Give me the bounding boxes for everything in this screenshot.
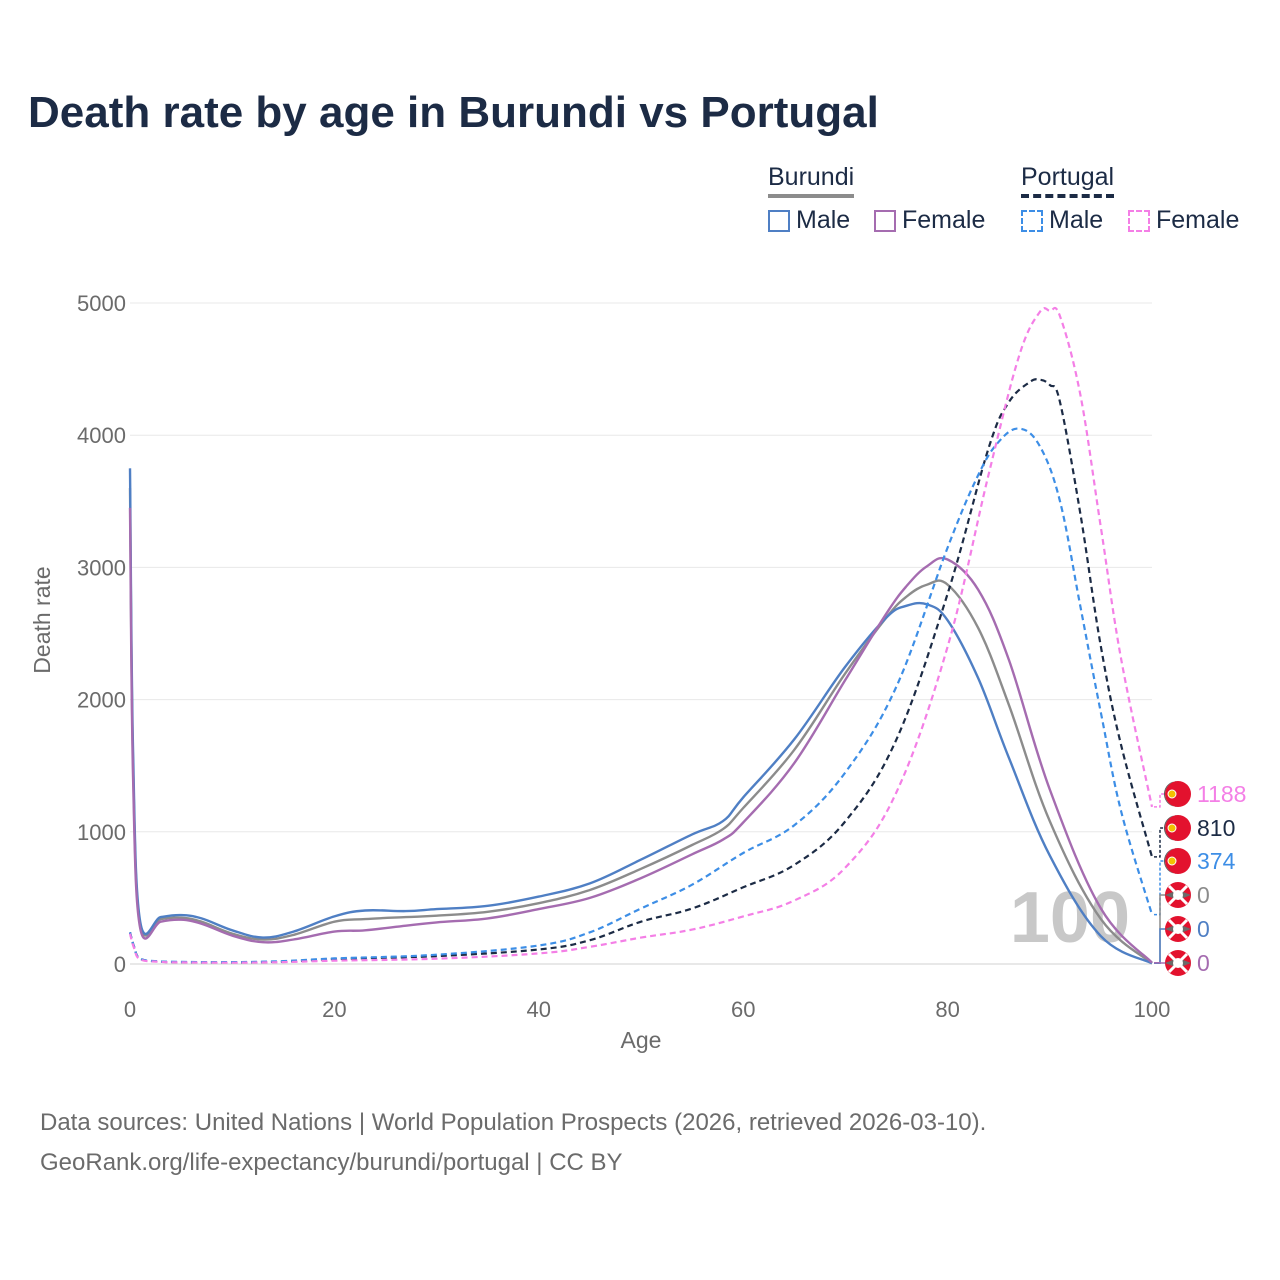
end-label-value: 0: [1197, 882, 1210, 908]
y-tick-label: 2000: [77, 688, 126, 713]
end-labels: 1188 810 374 0 0 0: [1154, 781, 1246, 976]
end-label-value: 1188: [1197, 781, 1246, 807]
end-label-value: 374: [1197, 848, 1236, 874]
end-label-value: 0: [1197, 950, 1210, 976]
series-line-burundi-male: [128, 468, 1153, 965]
legend-label: Female: [1156, 206, 1240, 234]
x-tick-label: 100: [1134, 997, 1171, 1022]
series-line-portugal-female: [128, 306, 1154, 964]
y-tick-label: 5000: [77, 291, 126, 316]
legend-swatch: [1021, 209, 1043, 232]
end-label-connector: [1154, 928, 1166, 965]
flag-emblem: [1167, 856, 1177, 866]
flag-disc: [1173, 958, 1183, 968]
legend-label: Male: [1049, 206, 1104, 234]
y-tick-label: 1000: [77, 820, 126, 845]
x-tick-label: 0: [124, 997, 136, 1022]
footer-source: Data sources: United Nations | World Pop…: [40, 1109, 987, 1136]
footer-link[interactable]: GeoRank.org/life-expectancy/burundi/port…: [40, 1149, 623, 1176]
legend-item-portugal-male[interactable]: Male: [1021, 206, 1103, 235]
y-tick-label: 3000: [77, 555, 126, 580]
flag-disc: [1173, 924, 1183, 934]
legend-swatch: [768, 209, 790, 232]
legend-group-burundi[interactable]: Burundi: [768, 163, 855, 198]
x-tick-label: 20: [322, 997, 346, 1022]
burundi-flag-icon: [1165, 950, 1191, 976]
flag-red-field: [1165, 848, 1191, 874]
series-line-burundi-female: [128, 507, 1153, 964]
series-line-portugal-total: [128, 378, 1154, 964]
legend-group-label: Burundi: [768, 163, 855, 191]
series-group: [128, 306, 1154, 965]
legend-item-burundi-male[interactable]: Male: [768, 206, 850, 235]
legend-label: Female: [902, 206, 986, 234]
y-tick-label: 0: [114, 952, 126, 977]
burundi-flag-icon: [1165, 916, 1191, 942]
series-line-portugal-male: [128, 427, 1154, 964]
legend-swatch: [874, 209, 896, 232]
portugal-flag-icon: [1164, 815, 1191, 841]
legend-item-burundi-female[interactable]: Female: [874, 206, 985, 235]
flag-disc: [1173, 890, 1183, 900]
end-label-connector: [1154, 860, 1166, 916]
flag-emblem: [1167, 789, 1177, 799]
legend-group-portugal[interactable]: Portugal: [1021, 163, 1115, 198]
y-axis-label: Death rate: [29, 566, 55, 673]
x-axis-label: Age: [621, 1027, 662, 1053]
flag-red-field: [1165, 781, 1191, 807]
y-tick-label: 4000: [77, 423, 126, 448]
legend-group-label: Portugal: [1021, 163, 1115, 191]
end-label-value: 810: [1197, 815, 1235, 841]
grid: [130, 302, 1152, 965]
flag-red-field: [1165, 815, 1191, 841]
portugal-flag-icon: [1164, 848, 1191, 874]
legend-item-portugal-female[interactable]: Female: [1128, 206, 1239, 235]
end-label-value: 0: [1197, 916, 1210, 942]
y-axis: 0 1000 2000 3000 4000 5000: [77, 291, 126, 977]
flag-emblem: [1167, 823, 1177, 833]
legend-swatch: [1128, 209, 1150, 232]
x-tick-label: 40: [527, 997, 551, 1022]
portugal-flag-icon: [1164, 781, 1191, 807]
burundi-flag-icon: [1165, 882, 1191, 908]
series-line-burundi-total: [128, 488, 1153, 965]
x-axis: 0 20 40 60 80 100: [124, 997, 1170, 1022]
x-tick-label: 80: [935, 997, 959, 1022]
end-label-connector: [1154, 793, 1166, 808]
x-tick-label: 60: [731, 997, 755, 1022]
end-label-connector: [1154, 827, 1166, 858]
legend-group-line-portugal: [1021, 194, 1115, 198]
legend-label: Male: [796, 206, 851, 234]
chart-title: Death rate by age in Burundi vs Portugal: [28, 88, 879, 137]
legend-group-line-burundi: [768, 194, 855, 198]
